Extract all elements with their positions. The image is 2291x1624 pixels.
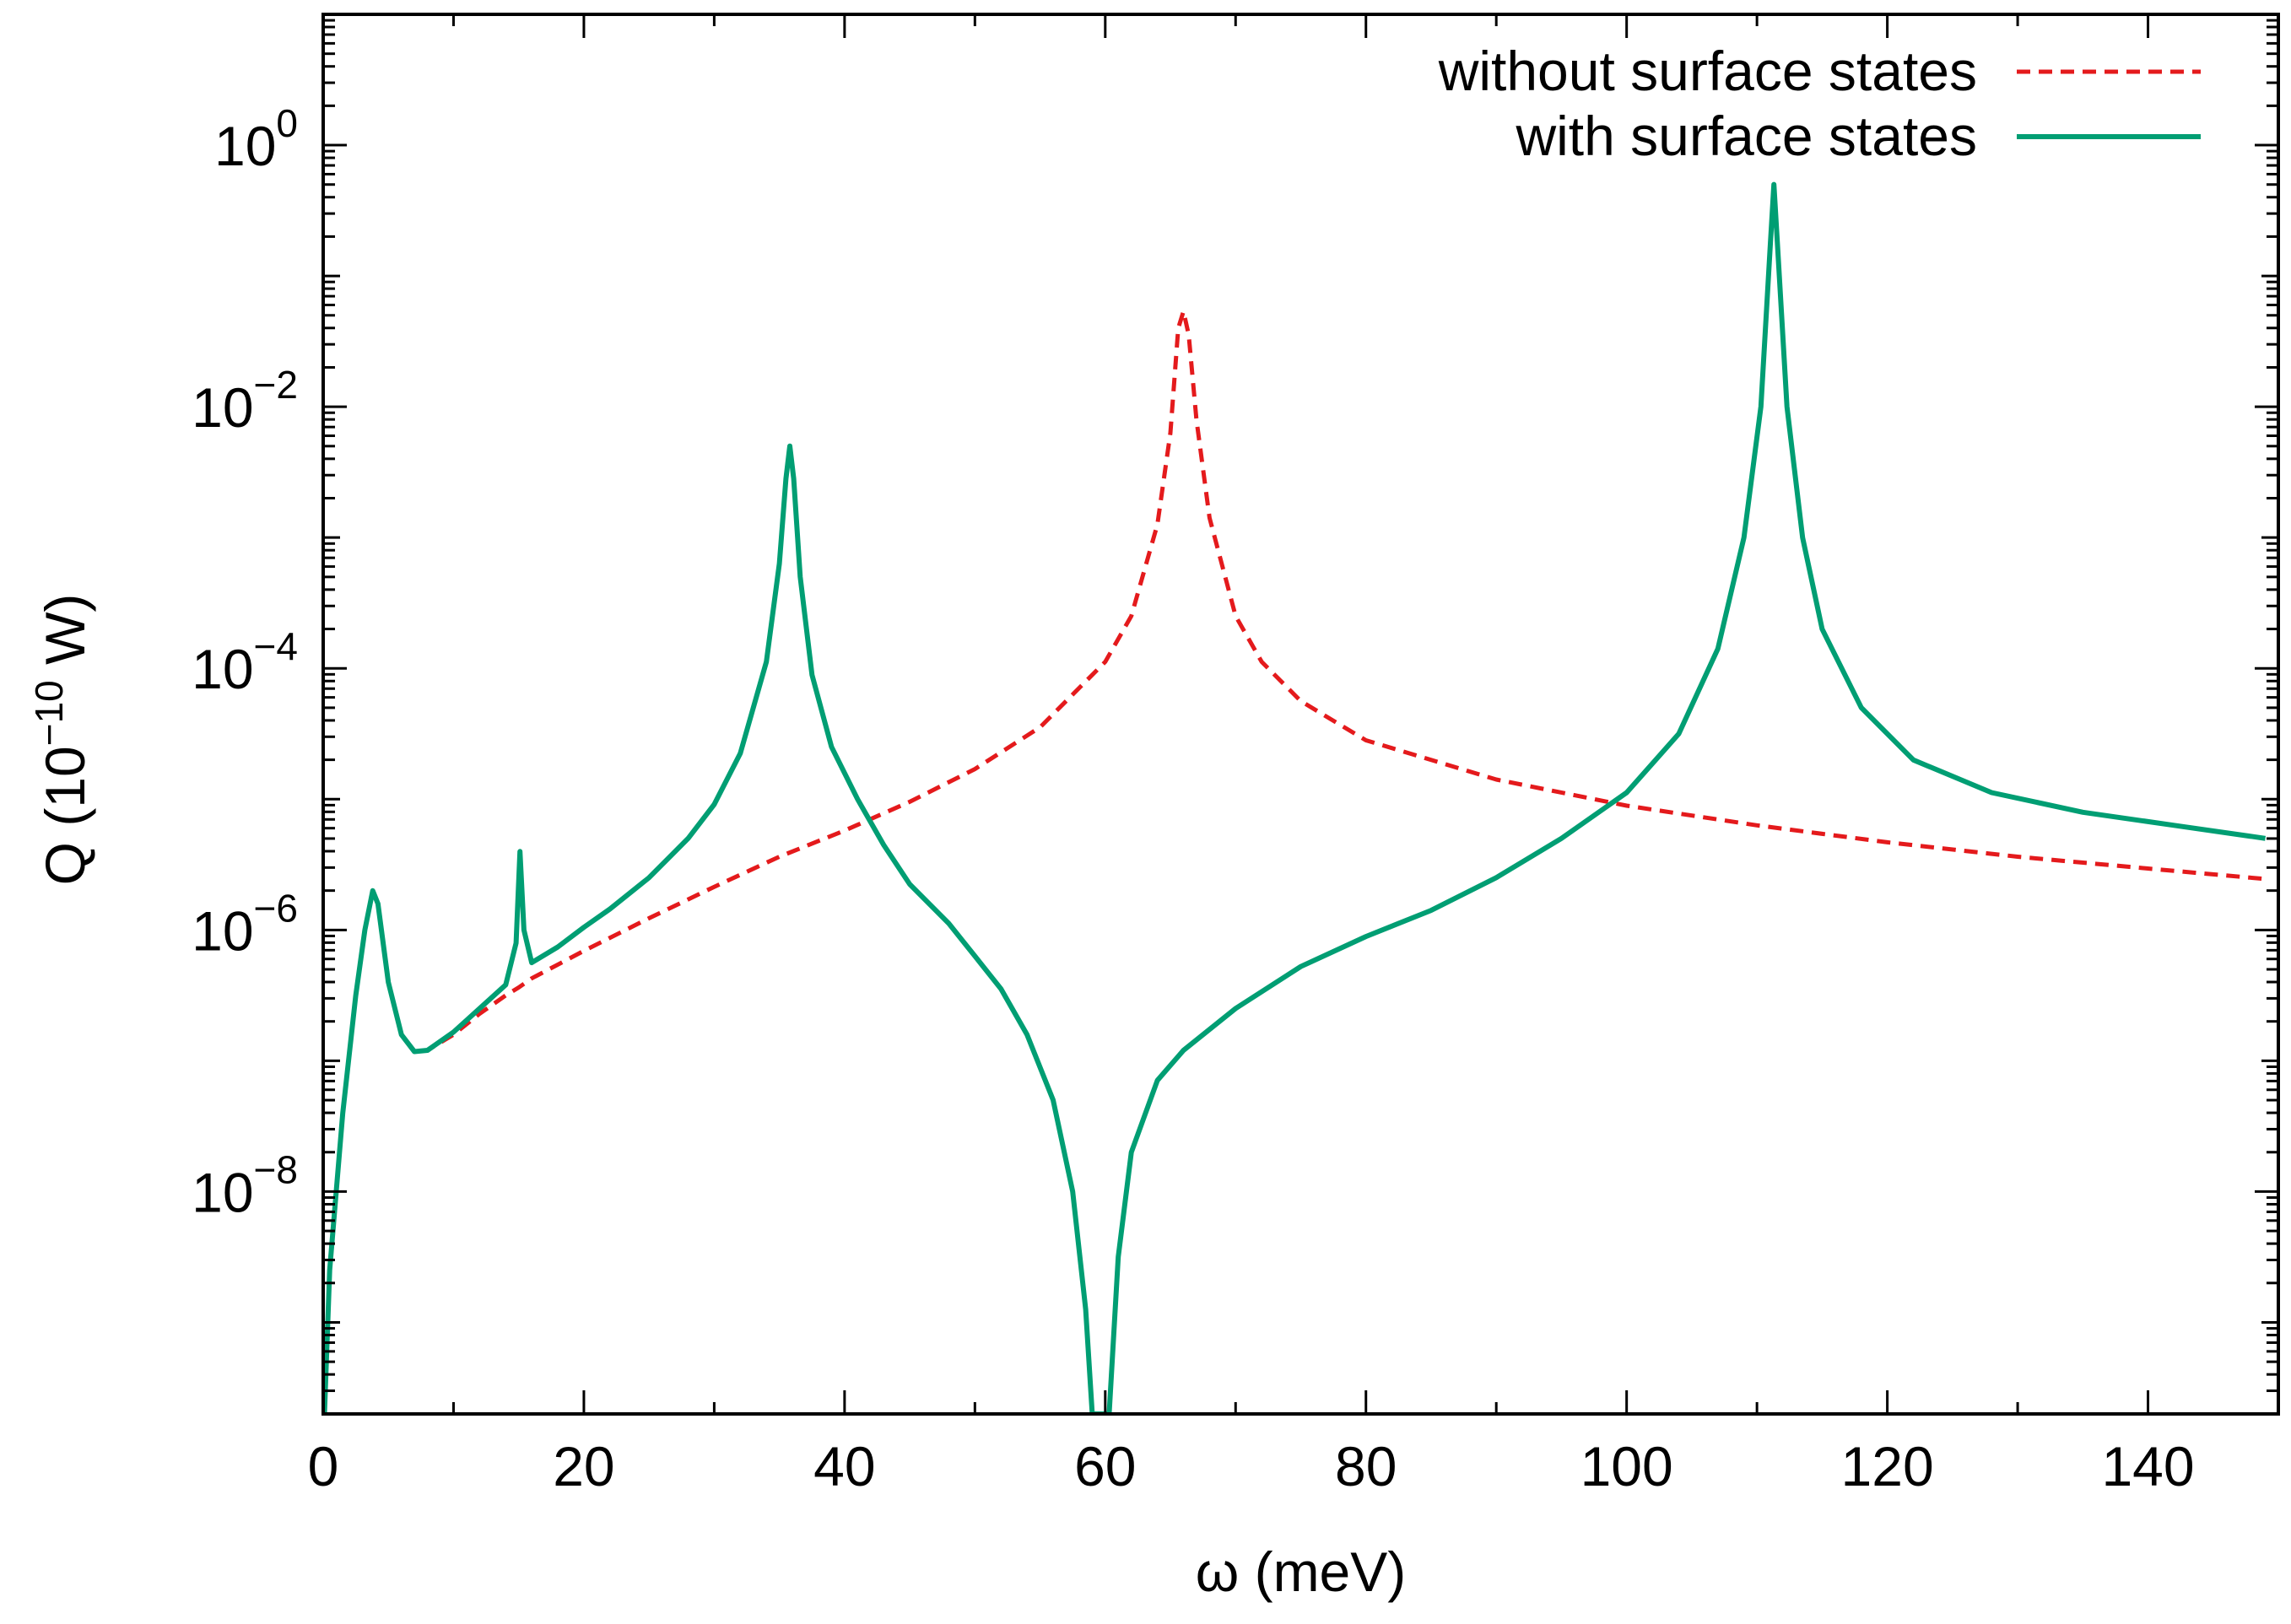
y-tick-base: 10	[192, 638, 253, 700]
x-tick-label: 20	[553, 1435, 614, 1497]
y-tick-base: 10	[192, 1161, 253, 1223]
series-layer	[323, 181, 2267, 1414]
y-axis-title-suffix: W)	[34, 594, 96, 681]
y-tick-exponent: 0	[276, 101, 298, 145]
y-tick-label: 100	[214, 101, 298, 177]
x-axis-title: ω (meV)	[1196, 1540, 1407, 1603]
y-tick-label: 10−8	[192, 1147, 298, 1223]
x-tick-label: 80	[1335, 1435, 1397, 1497]
y-tick-exponent: −6	[254, 886, 298, 930]
x-tick-label: 100	[1580, 1435, 1673, 1497]
y-tick-exponent: −8	[254, 1147, 298, 1191]
y-axis-title-prefix: Q (10	[34, 746, 96, 885]
x-tick-label: 120	[1841, 1435, 1934, 1497]
series-line-with-surface-states	[323, 181, 2267, 1414]
x-tick-label: 140	[2101, 1435, 2194, 1497]
legend-label: with surface states	[1515, 105, 1977, 167]
y-axis-title: Q (10−10 W)	[27, 594, 96, 886]
x-tick-label: 40	[813, 1435, 875, 1497]
plot-frame	[321, 13, 2280, 1416]
y-tick-base: 10	[192, 376, 253, 439]
y-tick-exponent: −2	[254, 363, 298, 407]
x-tick-label: 0	[308, 1435, 339, 1497]
y-tick-exponent: −4	[254, 624, 298, 668]
y-tick-base: 10	[192, 899, 253, 962]
y-tick-label: 10−6	[192, 886, 298, 962]
y-axis-title-exponent: −10	[27, 680, 71, 746]
y-tick-label: 10−4	[192, 624, 298, 700]
ticks-layer	[321, 13, 2278, 1416]
legend-label: without surface states	[1438, 40, 1977, 102]
x-tick-label: 60	[1074, 1435, 1136, 1497]
y-tick-base: 10	[214, 115, 276, 177]
y-tick-label: 10−2	[192, 363, 298, 439]
